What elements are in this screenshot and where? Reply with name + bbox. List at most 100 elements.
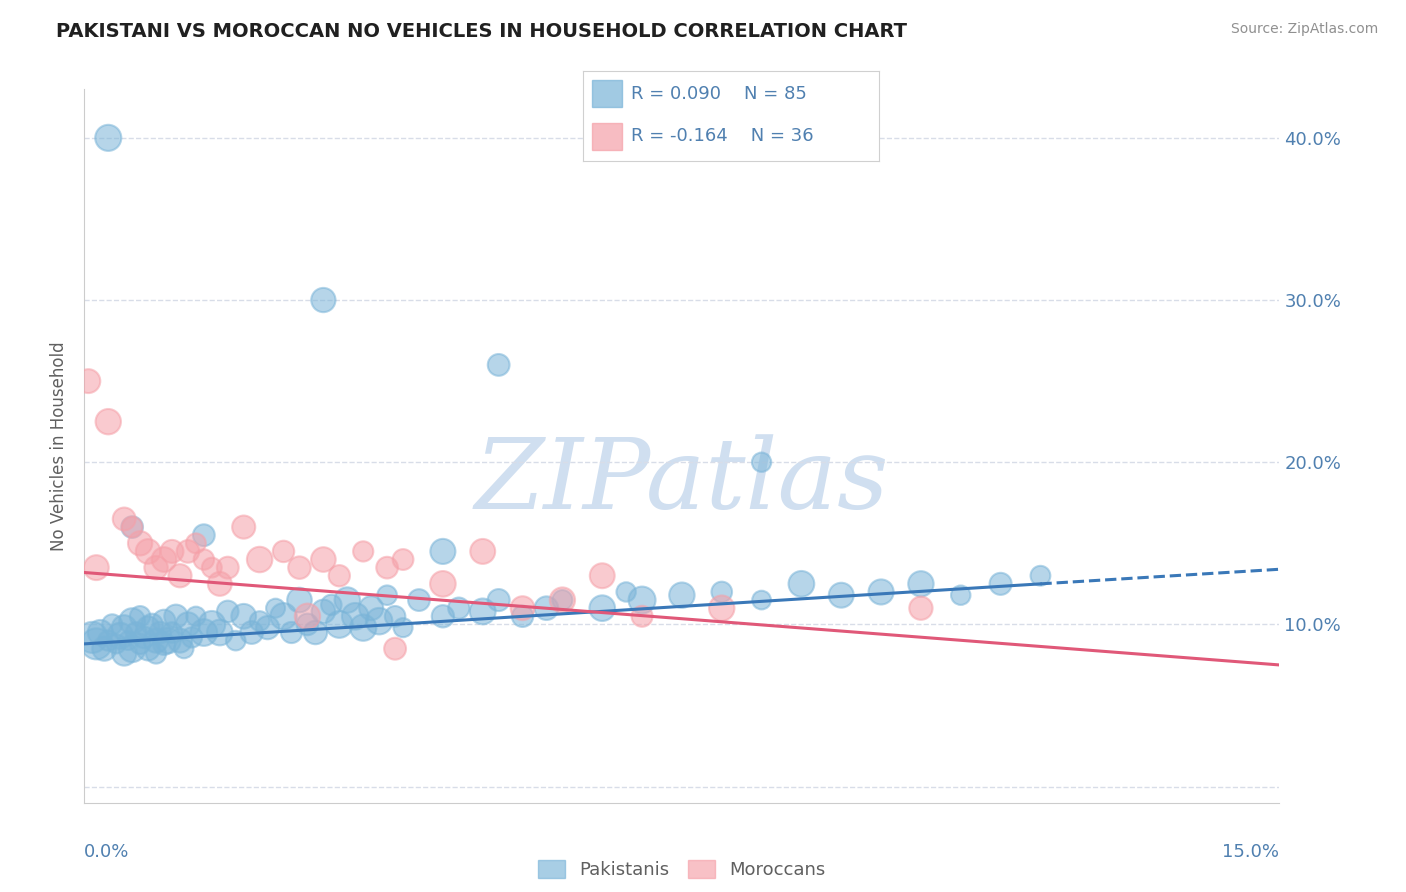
Point: [177, 544, 200, 558]
Point: [97, 415, 120, 429]
Point: [125, 625, 148, 640]
Point: [136, 544, 159, 558]
Point: [375, 588, 398, 602]
Point: [232, 609, 254, 624]
Point: [169, 633, 191, 648]
Point: [751, 593, 773, 607]
Bar: [592, 123, 621, 150]
Point: [671, 588, 693, 602]
Point: [169, 568, 191, 582]
Point: [157, 633, 180, 648]
Text: R = -0.164    N = 36: R = -0.164 N = 36: [631, 128, 813, 145]
Text: R = 0.090    N = 85: R = 0.090 N = 85: [631, 85, 807, 103]
Point: [488, 593, 510, 607]
Point: [117, 633, 139, 648]
Text: PAKISTANI VS MOROCCAN NO VEHICLES IN HOUSEHOLD CORRELATION CHART: PAKISTANI VS MOROCCAN NO VEHICLES IN HOU…: [56, 22, 907, 41]
Point: [112, 647, 135, 661]
Point: [321, 598, 343, 612]
Point: [193, 528, 215, 542]
Point: [591, 601, 613, 615]
Point: [288, 560, 311, 574]
Point: [136, 621, 159, 635]
Y-axis label: No Vehicles in Household: No Vehicles in Household: [51, 341, 69, 551]
Point: [145, 633, 167, 648]
Point: [551, 593, 574, 607]
Point: [129, 637, 152, 651]
Point: [177, 617, 200, 632]
Point: [225, 633, 247, 648]
Text: Source: ZipAtlas.com: Source: ZipAtlas.com: [1230, 22, 1378, 37]
Point: [181, 631, 204, 645]
Point: [249, 614, 271, 628]
Point: [249, 552, 271, 566]
Point: [328, 568, 350, 582]
Point: [145, 647, 167, 661]
Point: [153, 614, 176, 628]
Point: [121, 520, 143, 534]
Point: [86, 560, 108, 574]
Point: [129, 609, 152, 624]
Point: [830, 588, 852, 602]
Point: [160, 625, 183, 640]
Point: [312, 552, 335, 566]
Point: [145, 560, 167, 574]
Point: [173, 641, 195, 656]
Point: [614, 585, 637, 599]
Point: [375, 560, 398, 574]
Point: [990, 577, 1012, 591]
Point: [384, 609, 406, 624]
Legend: Pakistanis, Moroccans: Pakistanis, Moroccans: [531, 853, 832, 887]
Point: [132, 631, 156, 645]
Point: [790, 577, 813, 591]
Point: [136, 641, 159, 656]
Point: [408, 593, 430, 607]
Point: [101, 617, 124, 632]
Point: [256, 621, 278, 635]
Point: [105, 637, 128, 651]
Point: [77, 374, 100, 388]
Point: [312, 293, 335, 307]
Point: [312, 604, 335, 618]
Point: [110, 629, 132, 643]
Point: [536, 601, 558, 615]
Point: [471, 544, 494, 558]
Point: [112, 512, 135, 526]
Point: [208, 577, 231, 591]
Point: [392, 552, 415, 566]
Point: [121, 520, 143, 534]
Point: [384, 641, 406, 656]
Point: [112, 621, 135, 635]
Point: [232, 520, 254, 534]
Point: [217, 560, 239, 574]
Point: [149, 625, 172, 640]
Point: [208, 625, 231, 640]
Point: [1029, 568, 1052, 582]
Point: [432, 609, 454, 624]
Point: [488, 358, 510, 372]
Point: [336, 593, 359, 607]
Point: [184, 609, 207, 624]
Point: [297, 617, 319, 632]
Point: [710, 601, 733, 615]
Point: [273, 609, 295, 624]
Point: [264, 601, 287, 615]
Point: [328, 617, 350, 632]
Point: [89, 625, 111, 640]
Point: [97, 131, 120, 145]
Point: [304, 625, 326, 640]
Point: [352, 621, 374, 635]
Point: [121, 614, 143, 628]
Point: [360, 601, 382, 615]
Point: [344, 609, 367, 624]
Point: [368, 614, 391, 628]
Point: [193, 552, 215, 566]
Point: [751, 455, 773, 469]
Point: [288, 593, 311, 607]
Point: [201, 617, 224, 632]
Point: [512, 601, 534, 615]
Point: [447, 601, 470, 615]
Point: [352, 544, 374, 558]
Bar: [592, 80, 621, 107]
Point: [97, 633, 120, 648]
Point: [280, 625, 302, 640]
